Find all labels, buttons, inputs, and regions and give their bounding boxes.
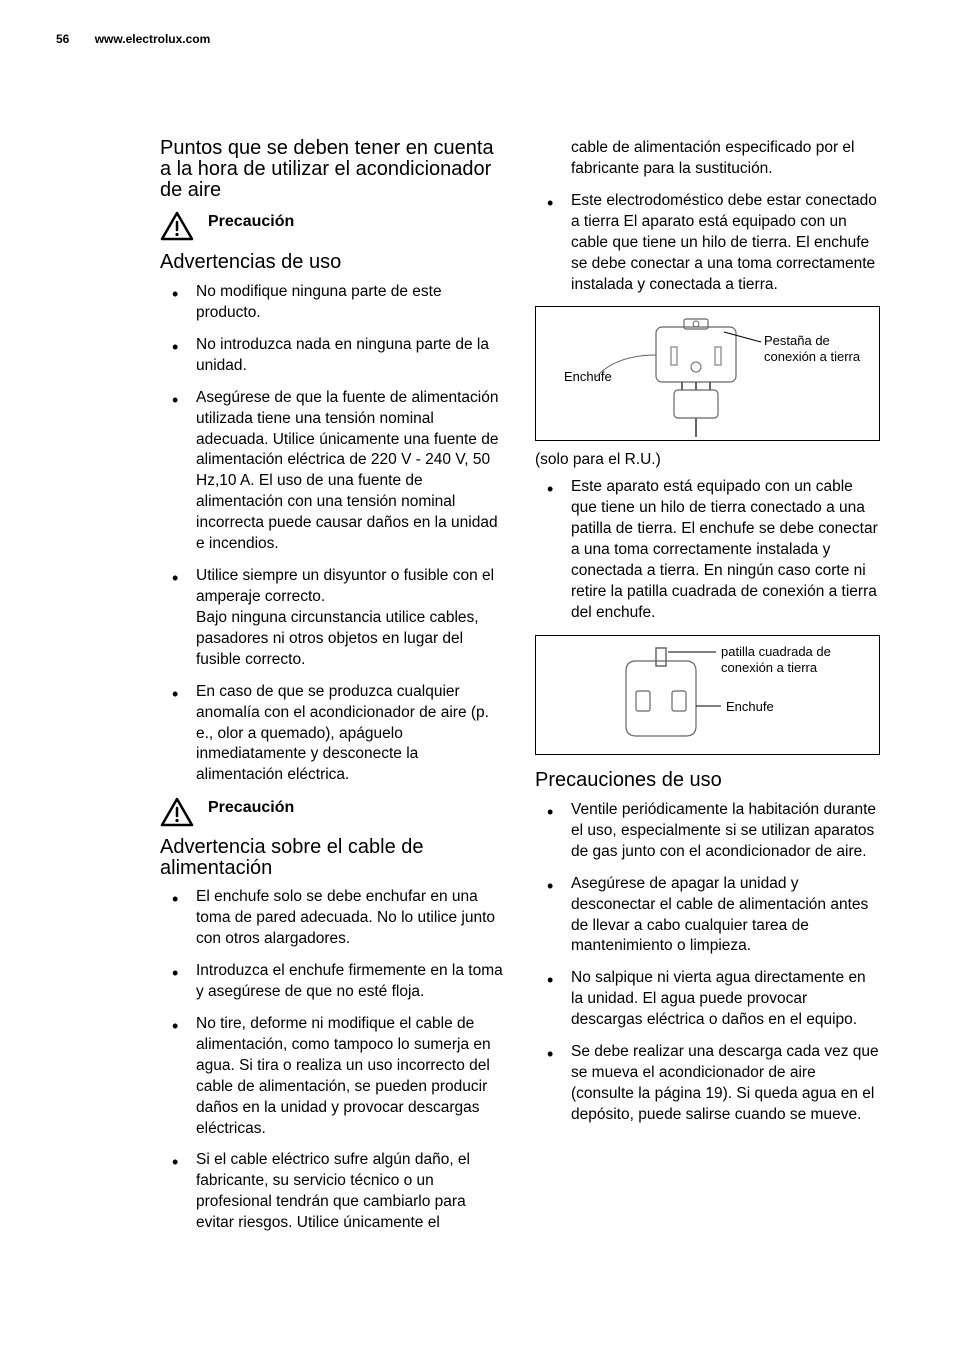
advertencias-uso-heading: Advertencias de uso — [160, 251, 505, 274]
diagram-label-pestana: Pestaña de conexión a tierra — [764, 333, 864, 364]
diagram-socket: Enchufe Pestaña de conexión a tierra — [535, 306, 880, 441]
list-item: En caso de que se produzca cualquier ano… — [160, 682, 505, 787]
list-item: Asegúrese de que la fuente de alimentaci… — [160, 388, 505, 555]
list-item: Si el cable eléctrico sufre algún daño, … — [160, 1150, 505, 1234]
list-item: Este electrodoméstico debe estar conecta… — [535, 191, 880, 296]
list-item: Asegúrese de apagar la unidad y desconec… — [535, 874, 880, 958]
cable-cont-list: cable de alimentación especificado por e… — [535, 138, 880, 295]
warning-icon — [160, 211, 194, 241]
list-item: Este aparato está equipado con un cable … — [535, 477, 880, 623]
list-item: No salpique ni vierta agua directamente … — [535, 968, 880, 1031]
uk-only-note: (solo para el R.U.) — [535, 451, 880, 469]
uk-list: Este aparato está equipado con un cable … — [535, 477, 880, 623]
list-item: cable de alimentación especificado por e… — [535, 138, 880, 180]
list-item: Se debe realizar una descarga cada vez q… — [535, 1042, 880, 1126]
caution-label-1: Precaución — [208, 211, 294, 231]
list-item: Ventile periódicamente la habitación dur… — [535, 800, 880, 863]
diagram-label-enchufe: Enchufe — [564, 369, 612, 385]
advertencias-uso-list: No modifique ninguna parte de este produ… — [160, 282, 505, 786]
list-item: No introduzca nada en ninguna parte de l… — [160, 335, 505, 377]
caution-row-2: Precaución — [160, 797, 505, 827]
precauciones-list: Ventile periódicamente la habitación dur… — [535, 800, 880, 1126]
page-header: 56 www.electrolux.com — [56, 32, 210, 46]
list-item: No tire, deforme ni modifique el cable d… — [160, 1014, 505, 1140]
diagram-uk-plug: patilla cuadrada de conexión a tierra En… — [535, 635, 880, 755]
caution-row-1: Precaución — [160, 211, 505, 241]
list-item: El enchufe solo se debe enchufar en una … — [160, 887, 505, 950]
list-item: Introduzca el enchufe firmemente en la t… — [160, 961, 505, 1003]
right-column: cable de alimentación especificado por e… — [535, 138, 880, 1245]
intro-heading: Puntos que se deben tener en cuenta a la… — [160, 138, 505, 201]
list-item: Utilice siempre un disyuntor o fusible c… — [160, 566, 505, 671]
left-column: Puntos que se deben tener en cuenta a la… — [160, 138, 505, 1245]
diagram-label-enchufe2: Enchufe — [726, 699, 774, 715]
warning-icon — [160, 797, 194, 827]
page-number: 56 — [56, 32, 69, 46]
header-url: www.electrolux.com — [95, 32, 211, 46]
precauciones-heading: Precauciones de uso — [535, 769, 880, 792]
caution-label-2: Precaución — [208, 797, 294, 817]
diagram-label-patilla: patilla cuadrada de conexión a tierra — [721, 644, 861, 675]
list-item: No modifique ninguna parte de este produ… — [160, 282, 505, 324]
advertencia-cable-list: El enchufe solo se debe enchufar en una … — [160, 887, 505, 1234]
advertencia-cable-heading: Advertencia sobre el cable de alimentaci… — [160, 837, 505, 879]
